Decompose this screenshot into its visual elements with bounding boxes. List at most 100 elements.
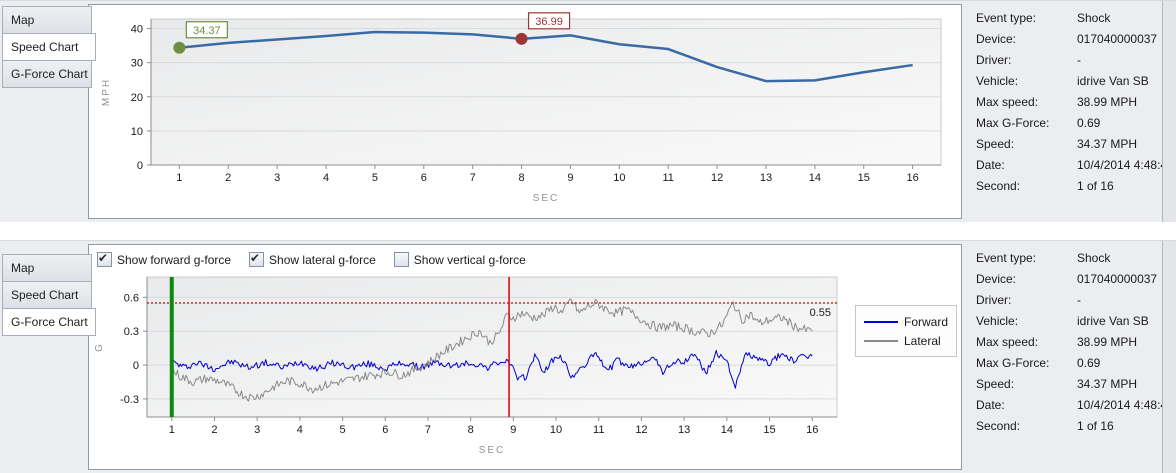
x-tick-label: 12 — [635, 424, 647, 436]
x-tick-label: 6 — [382, 424, 388, 436]
info-row-second: Second: 1 of 16 — [976, 179, 1162, 193]
info-label: Driver: — [976, 293, 1012, 307]
info-label: Date: — [976, 398, 1005, 412]
info-label: Vehicle: — [976, 314, 1019, 328]
x-tick-label: 1 — [169, 424, 175, 436]
chart-legend: Forward Lateral — [854, 305, 957, 357]
x-tick-label: 4 — [323, 172, 329, 184]
info-row-speed: Speed: 34.37 MPH — [976, 137, 1162, 151]
speed-panel: Map Speed Chart G-Force Chart 40 30 20 10 0 1 2 3… — [0, 0, 1176, 222]
info-label: Event type: — [976, 11, 1037, 25]
info-value: 0.69 — [1077, 116, 1101, 130]
x-tick-label: 2 — [211, 424, 217, 436]
x-tick-label: 7 — [425, 424, 431, 436]
x-tick-label: 13 — [760, 172, 772, 184]
tab-map[interactable]: Map — [2, 6, 92, 34]
y-tick-label: 0.6 — [124, 292, 139, 304]
y-tick-label: 0.3 — [124, 326, 139, 338]
info-value: 34.37 MPH — [1077, 377, 1138, 391]
info-value: - — [1077, 293, 1081, 307]
gforce-chart-area: 0.6 0.3 0 -0.3 1 2 3 4 5 6 7 8 9 10 11 12 13 14 15 16 SEC G 0.… — [89, 269, 961, 461]
y-tick-label: 0 — [133, 360, 139, 372]
y-axis-title: G — [94, 342, 105, 352]
tab-map[interactable]: Map — [2, 254, 92, 282]
legend-item-lateral: Lateral — [863, 331, 948, 350]
lateral-line — [171, 298, 813, 402]
event-info-panel: Event type: Shock Device: 017040000037 Drive… — [964, 241, 1176, 473]
info-row-date: Date: 10/4/2014 4:48:47 PM — [976, 158, 1176, 172]
x-tick-label: 2 — [225, 172, 231, 184]
threshold-label: 0.55 — [810, 307, 831, 319]
info-label: Second: — [976, 179, 1021, 193]
tab-g-force-chart[interactable]: G-Force Chart — [2, 308, 96, 336]
x-tick-label: 8 — [468, 424, 474, 436]
info-value: idrive Van SB — [1077, 314, 1149, 328]
info-label: Max speed: — [976, 335, 1039, 349]
info-value: - — [1077, 53, 1081, 67]
info-row-max-speed: Max speed: 38.99 MPH — [976, 95, 1162, 109]
info-row-device: Device: 017040000037 — [976, 32, 1162, 46]
plot-area — [150, 18, 942, 166]
info-value: 34.37 MPH — [1077, 137, 1138, 151]
x-tick-label: 9 — [567, 172, 573, 184]
point-label: 34.37 — [193, 25, 221, 37]
info-label: Device: — [976, 272, 1017, 286]
point-label: 36.99 — [535, 16, 563, 28]
info-value: 1 of 16 — [1077, 179, 1114, 193]
tab-speed-chart[interactable]: Speed Chart — [2, 281, 92, 309]
x-tick-label: 1 — [176, 172, 182, 184]
checkbox-box[interactable] — [249, 251, 265, 267]
info-row-max-g-force: Max G-Force: 0.69 — [976, 356, 1162, 370]
checkbox-show-lateral-g-force[interactable]: Show lateral g-force — [249, 251, 376, 267]
x-tick-label: 5 — [339, 424, 345, 436]
info-row-max-speed: Max speed: 38.99 MPH — [976, 335, 1162, 349]
x-tick-label: 6 — [421, 172, 427, 184]
info-label: Second: — [976, 419, 1021, 433]
info-value: 10/4/2014 4:48:47 PM — [1077, 398, 1176, 412]
x-tick-label: 7 — [470, 172, 476, 184]
x-tick-label: 15 — [858, 172, 870, 184]
x-tick-label: 12 — [711, 172, 723, 184]
info-label: Speed: — [976, 377, 1015, 391]
checkbox-label: Show lateral g-force — [269, 252, 376, 267]
x-tick-label: 3 — [274, 172, 280, 184]
info-label: Event type: — [976, 251, 1037, 265]
info-row-driver: Driver: - — [976, 293, 1162, 307]
info-row-event-type: Event type: Shock — [976, 251, 1162, 265]
checkbox-box[interactable] — [97, 251, 112, 267]
checkbox-show-forward-g-force[interactable]: Show forward g-force — [97, 251, 232, 267]
point-label-box — [527, 12, 571, 30]
gforce-toggles: Show forward g-force Show lateral g-force… — [89, 245, 961, 269]
x-tick-label: 5 — [372, 172, 378, 184]
info-value: Shock — [1077, 251, 1111, 265]
forward-line — [171, 349, 813, 389]
info-label: Max G-Force: — [976, 116, 1050, 130]
tab-speed-chart[interactable]: Speed Chart — [2, 33, 96, 61]
info-row-event-type: Event type: Shock — [976, 11, 1162, 25]
gforce-chart-canvas[interactable]: 0.60.30-0.31 2 3 4 5 6 7 8 9 10 11 12 13 14 15 16SECG0.… — [89, 269, 849, 461]
info-row-device: Device: 017040000037 — [976, 272, 1162, 286]
speed-line — [179, 30, 913, 83]
legend-item-forward: Forward — [863, 312, 948, 331]
x-tick-label: 16 — [806, 424, 818, 436]
checkbox-label: Show forward g-force — [117, 252, 232, 267]
point-marker[interactable] — [173, 41, 186, 54]
y-axis-title: MPH — [101, 78, 112, 106]
info-row-driver: Driver: - — [976, 53, 1162, 67]
right-strip — [1162, 1, 1176, 222]
y-tick-label: 0 — [137, 160, 143, 172]
info-value: 0.69 — [1077, 356, 1101, 370]
event-info-panel: Event type: Shock Device: 017040000037 Drive… — [964, 1, 1176, 222]
gforce-panel-tabstrip: Map Speed Chart G-Force Chart — [0, 241, 96, 473]
checkbox-show-vertical-g-force[interactable]: Show vertical g-force — [393, 252, 526, 267]
info-row-second: Second: 1 of 16 — [976, 419, 1162, 433]
info-label: Max speed: — [976, 95, 1039, 109]
info-label: Device: — [976, 32, 1017, 46]
tab-g-force-chart[interactable]: G-Force Chart — [2, 60, 92, 88]
checkbox-box[interactable] — [393, 252, 409, 267]
right-strip — [1162, 241, 1176, 473]
point-marker[interactable] — [515, 32, 528, 45]
info-row-speed: Speed: 34.37 MPH — [976, 377, 1162, 391]
